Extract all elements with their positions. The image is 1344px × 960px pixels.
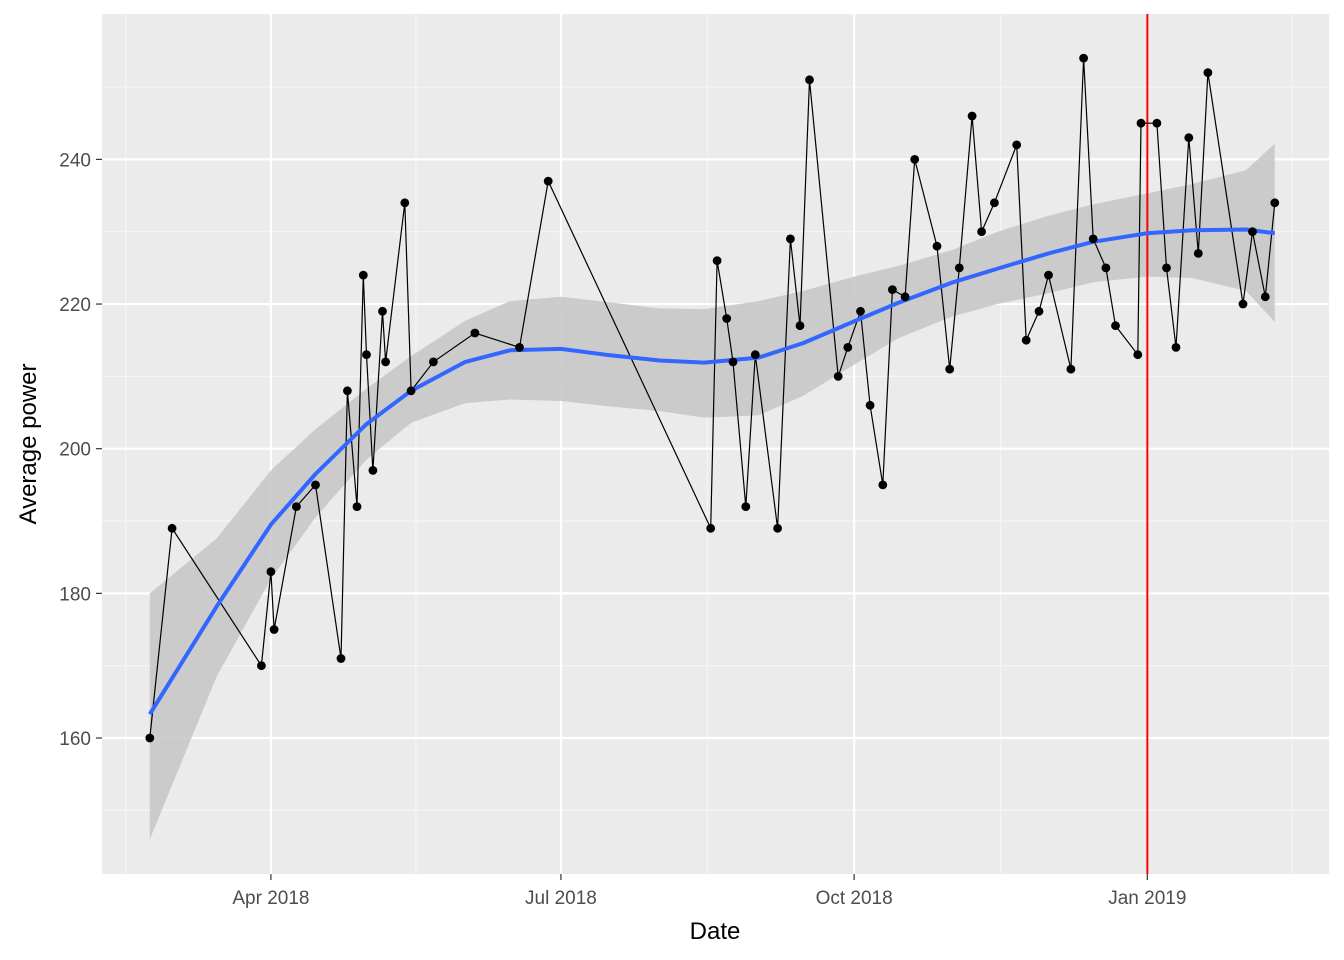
y-tick-label: 160 xyxy=(59,729,91,750)
data-point xyxy=(543,176,553,186)
data-point xyxy=(1203,68,1213,77)
data-point xyxy=(1079,53,1088,63)
data-point xyxy=(722,314,732,323)
y-tick-label: 220 xyxy=(59,295,91,316)
data-point xyxy=(145,733,155,743)
data-point xyxy=(1184,133,1194,143)
data-point xyxy=(368,466,378,475)
x-axis-title: Date xyxy=(690,918,741,945)
data-point xyxy=(990,198,999,208)
data-line xyxy=(149,58,1276,739)
data-point xyxy=(167,523,177,533)
data-point xyxy=(888,285,897,294)
data-point xyxy=(1270,198,1280,208)
data-point xyxy=(728,357,738,367)
data-point xyxy=(400,198,410,208)
data-point xyxy=(358,270,368,280)
data-point xyxy=(878,480,888,490)
data-point xyxy=(257,661,266,671)
data-line-group xyxy=(149,58,1276,739)
x-tick-label: Jan 2019 xyxy=(1108,888,1186,909)
data-point xyxy=(470,328,480,338)
data-point xyxy=(1034,306,1044,316)
data-point xyxy=(954,263,964,273)
data-point xyxy=(945,364,955,374)
y-axis-title: Average power xyxy=(15,364,42,525)
data-point xyxy=(977,227,986,237)
data-point xyxy=(932,241,942,251)
data-point xyxy=(378,306,387,316)
data-point xyxy=(381,357,390,367)
data-point xyxy=(266,567,276,577)
data-point xyxy=(311,480,320,490)
data-point xyxy=(741,502,751,511)
x-tick-label: Apr 2018 xyxy=(232,888,309,909)
x-tick-label: Oct 2018 xyxy=(816,888,893,909)
data-point xyxy=(805,75,814,85)
data-point xyxy=(865,400,875,410)
y-axis: 160 180 200 220 240 xyxy=(59,150,102,750)
data-point xyxy=(843,343,853,352)
data-point xyxy=(900,292,910,302)
x-tick-label: Jul 2018 xyxy=(525,888,597,909)
x-axis: Apr 2018 Jul 2018 Oct 2018 Jan 2019 xyxy=(232,874,1186,909)
data-point xyxy=(706,523,716,533)
data-point xyxy=(1066,364,1076,374)
data-point xyxy=(336,654,346,663)
data-point xyxy=(343,386,352,396)
data-point xyxy=(1136,118,1146,128)
data-point xyxy=(1152,118,1162,128)
data-point xyxy=(795,321,805,331)
data-point xyxy=(1260,292,1270,302)
data-point xyxy=(1088,234,1098,244)
data-point xyxy=(269,625,279,634)
data-point xyxy=(773,523,782,533)
data-point xyxy=(1021,335,1031,345)
y-tick-label: 240 xyxy=(59,150,91,171)
data-point xyxy=(786,234,795,244)
data-point xyxy=(750,350,760,360)
data-point xyxy=(910,155,920,164)
y-tick-label: 180 xyxy=(59,584,91,605)
data-point xyxy=(1044,270,1053,280)
data-point xyxy=(1101,263,1111,273)
data-points xyxy=(145,53,1280,743)
data-point xyxy=(429,357,438,367)
data-point xyxy=(1238,299,1248,309)
data-point xyxy=(1193,249,1203,258)
data-point xyxy=(515,343,524,352)
data-point xyxy=(967,111,977,121)
y-tick-label: 200 xyxy=(59,440,91,461)
data-point xyxy=(1248,227,1257,237)
data-point xyxy=(1133,350,1143,360)
data-point xyxy=(1111,321,1120,331)
data-point xyxy=(352,502,362,511)
data-point xyxy=(406,386,416,396)
data-point xyxy=(833,372,843,381)
plot-panel xyxy=(102,14,1329,874)
data-point xyxy=(856,306,865,316)
data-point xyxy=(362,350,371,360)
data-point xyxy=(1162,263,1171,273)
data-point xyxy=(1171,343,1181,352)
data-point xyxy=(1012,140,1022,150)
data-point xyxy=(712,256,722,265)
data-point xyxy=(292,502,301,511)
